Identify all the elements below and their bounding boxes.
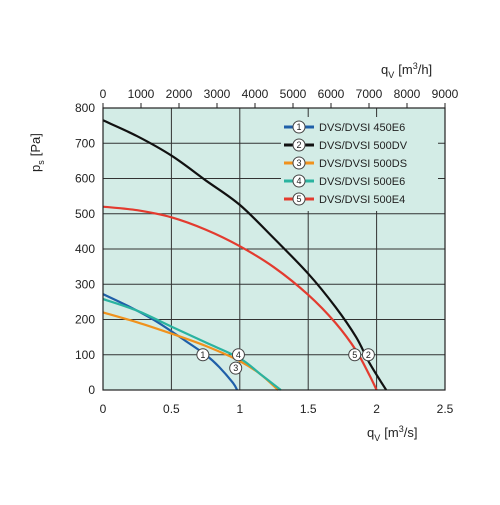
x-top-tick-label: 9000 xyxy=(432,87,459,101)
y-tick-label: 600 xyxy=(75,172,95,186)
curve-marker-label-5: 5 xyxy=(352,350,357,360)
x-bottom-tick-label: 1 xyxy=(236,402,243,416)
legend-label-2: DVS/DVSI 500DV xyxy=(319,140,408,152)
plot-frame xyxy=(102,107,446,391)
legend-marker-1 xyxy=(292,120,306,134)
series-layer xyxy=(102,119,388,391)
y-tick-label: 0 xyxy=(88,383,95,397)
x-bottom-tick-label: 0.5 xyxy=(163,402,180,416)
x-bottom-label-unit: [m xyxy=(384,425,398,440)
x-top-label-unit: [m xyxy=(398,62,412,77)
y-label-sub: s xyxy=(36,160,46,165)
legend-marker-2 xyxy=(292,138,306,152)
legend-marker-label-2: 2 xyxy=(296,140,301,150)
legend-label-1: DVS/DVSI 450E6 xyxy=(319,122,405,134)
curve-marker-label-3: 3 xyxy=(233,363,238,373)
x-top-tick-label: 6000 xyxy=(318,87,345,101)
x-top-tick-label: 3000 xyxy=(204,87,231,101)
curve-marker-label-2: 2 xyxy=(366,350,371,360)
y-label-unit: [Pa] xyxy=(28,133,43,156)
x-bottom-label-sup: 3 xyxy=(399,424,404,434)
y-axis-label: ps [Pa] xyxy=(28,133,46,172)
y-label-main: p xyxy=(28,165,43,172)
legend-marker-label-4: 4 xyxy=(296,176,301,186)
y-tick-label: 400 xyxy=(75,242,95,256)
legend-marker-4 xyxy=(292,174,306,188)
curve-marker-1 xyxy=(196,348,210,362)
series-line-4 xyxy=(102,298,282,391)
x-bottom-tick-label: 1.5 xyxy=(300,402,317,416)
series-line-2 xyxy=(102,119,388,391)
y-tick-label: 200 xyxy=(75,313,95,327)
x-top-tick-label: 8000 xyxy=(394,87,421,101)
x-top-tick-label: 0 xyxy=(100,87,107,101)
x-bottom-label-main: q xyxy=(367,425,374,440)
legend-marker-label-3: 3 xyxy=(296,158,301,168)
x-top-tick-label: 2000 xyxy=(166,87,193,101)
legend-marker-label-1: 1 xyxy=(296,122,301,132)
x-bottom-label-unit-end: /s] xyxy=(404,425,418,440)
x-bottom-label-sub: V xyxy=(374,433,380,443)
curve-marker-4 xyxy=(231,348,245,362)
x-top-label-sup: 3 xyxy=(413,61,418,71)
legend-label-3: DVS/DVSI 500DS xyxy=(319,158,407,170)
legend-marker-label-5: 5 xyxy=(296,194,301,204)
legend-label-4: DVS/DVSI 500E6 xyxy=(319,176,405,188)
curve-marker-2 xyxy=(361,348,375,362)
x-top-label-main: q xyxy=(381,62,388,77)
curve-marker-label-4: 4 xyxy=(236,350,241,360)
x-top-tick-label: 4000 xyxy=(242,87,269,101)
legend-marker-5 xyxy=(292,192,306,206)
x-top-axis-label: qV [m3/h] xyxy=(381,61,432,80)
y-tick-label: 300 xyxy=(75,277,95,291)
y-tick-label: 100 xyxy=(75,348,95,362)
curve-markers: 1 2 3 4 5 xyxy=(196,348,375,375)
curve-marker-label-1: 1 xyxy=(200,350,205,360)
x-top-label-sub: V xyxy=(388,70,394,80)
x-top-tick-label: 7000 xyxy=(356,87,383,101)
x-bottom-tick-label: 0 xyxy=(100,402,107,416)
curve-marker-5 xyxy=(348,348,362,362)
x-top-label-unit-end: /h] xyxy=(418,62,432,77)
x-top-tick-label: 1000 xyxy=(128,87,155,101)
x-top-tick-label: 5000 xyxy=(280,87,307,101)
y-tick-label: 800 xyxy=(75,101,95,115)
legend-items: 1 DVS/DVSI 450E6 2 DVS/DVSI 500DV 3 DVS/DVSI … xyxy=(284,120,408,206)
x-bottom-axis-label: qV [m3/s] xyxy=(367,424,417,443)
x-bottom-tick-label: 2 xyxy=(373,402,380,416)
series-line-5 xyxy=(102,205,378,391)
legend-label-5: DVS/DVSI 500E4 xyxy=(319,194,405,206)
y-tick-label: 500 xyxy=(75,207,95,221)
legend-marker-3 xyxy=(292,156,306,170)
y-tick-label: 700 xyxy=(75,136,95,150)
x-bottom-tick-label: 2.5 xyxy=(437,402,454,416)
curve-marker-3 xyxy=(229,361,243,375)
legend: 1 DVS/DVSI 450E6 2 DVS/DVSI 500DV 3 DVS/DVSI … xyxy=(281,117,438,211)
